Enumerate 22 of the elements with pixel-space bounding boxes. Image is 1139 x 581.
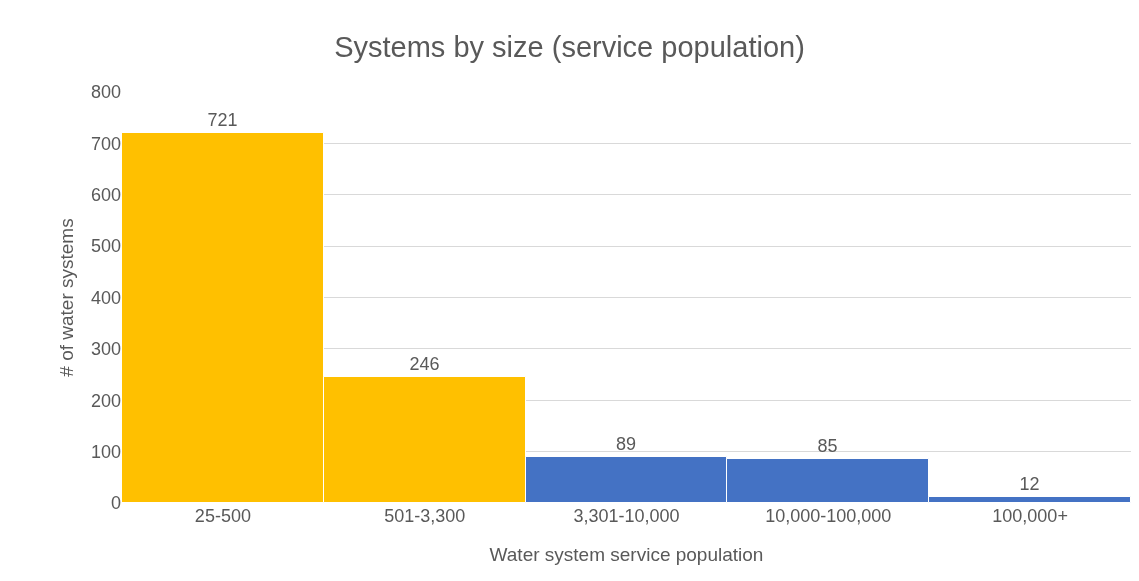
y-tick-label: 700 bbox=[90, 133, 121, 154]
x-tick-label: 25-500 bbox=[194, 506, 251, 526]
data-label: 85 bbox=[817, 435, 838, 456]
y-tick-label: 600 bbox=[90, 185, 121, 206]
x-axis-title: Water system service population bbox=[489, 543, 764, 565]
chart-title: Systems by size (service population) bbox=[334, 30, 805, 63]
data-label: 246 bbox=[409, 353, 440, 374]
data-label: 89 bbox=[615, 433, 637, 454]
data-label: 12 bbox=[1019, 473, 1040, 494]
x-tick-label: 3,301-10,000 bbox=[573, 506, 680, 526]
x-tick-label: 100,000+ bbox=[992, 506, 1068, 526]
y-tick-label: 100 bbox=[90, 441, 121, 462]
y-tick-label: 400 bbox=[90, 287, 121, 308]
y-tick-label: 800 bbox=[90, 82, 121, 103]
y-tick-label: 300 bbox=[90, 339, 121, 360]
data-label: 721 bbox=[207, 109, 238, 130]
y-tick-label: 0 bbox=[110, 493, 121, 514]
x-tick-label: 10,000-100,000 bbox=[765, 506, 892, 526]
x-tick-label: 501-3,300 bbox=[384, 506, 466, 526]
y-axis-title: # of water systems bbox=[55, 218, 77, 377]
y-tick-label: 500 bbox=[90, 236, 121, 257]
y-tick-label: 200 bbox=[90, 390, 121, 411]
